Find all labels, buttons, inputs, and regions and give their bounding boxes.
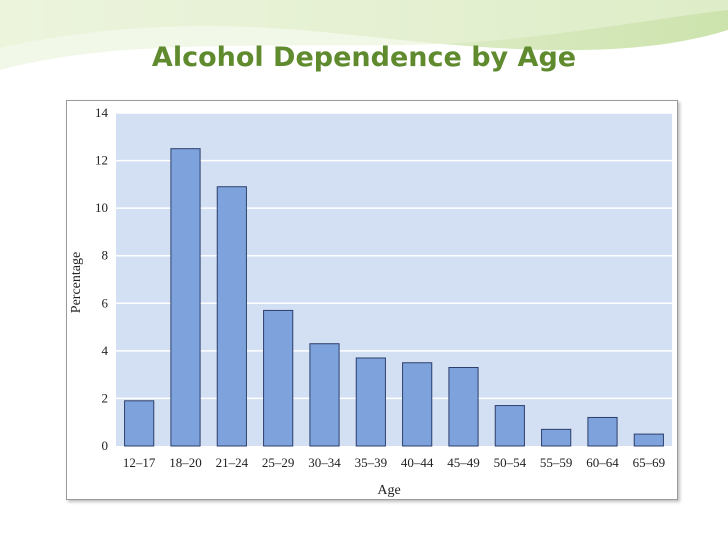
- bar-3: [263, 309, 294, 447]
- x-tick-label: 35–39: [355, 455, 388, 470]
- x-tick-label: 40–44: [401, 455, 434, 470]
- x-tick-label: 21–24: [216, 455, 249, 470]
- x-tick-label: 30–34: [308, 455, 341, 470]
- bar-5: [355, 357, 386, 447]
- bar-8: [494, 405, 525, 447]
- y-tick-label: 8: [102, 248, 109, 263]
- bar-0: [124, 400, 155, 447]
- y-tick-label: 10: [95, 200, 108, 215]
- x-axis-ticks: 12–17 18–20 21–24 25–29 30–34 35–39 40–44 45–49…: [123, 455, 665, 470]
- bar-2: [216, 186, 247, 447]
- x-axis-label: Age: [377, 483, 400, 498]
- y-axis-label: Percentage: [69, 252, 84, 313]
- y-axis-ticks: 0 2 4 6 8 10 12 14: [95, 105, 109, 453]
- x-tick-label: 60–64: [586, 455, 619, 470]
- plot-area: [116, 113, 672, 446]
- bar-chart: 0 2 4 6 8 10 12 14 12–17 18–20 21–24 25–29 30–34 35–…: [69, 105, 672, 498]
- y-tick-label: 2: [102, 390, 109, 405]
- chart-frame: 0 2 4 6 8 10 12 14 12–17 18–20 21–24 25–29 30–34 35–…: [66, 100, 678, 500]
- bar-6: [402, 362, 433, 447]
- y-tick-label: 0: [102, 438, 109, 453]
- bar-9: [541, 428, 572, 447]
- bar-10: [587, 416, 618, 447]
- y-tick-label: 12: [95, 153, 108, 168]
- bar-7: [448, 367, 479, 447]
- background-swoosh: [0, 0, 728, 70]
- bar-4: [309, 343, 340, 447]
- x-tick-label: 12–17: [123, 455, 156, 470]
- gridlines: [116, 112, 672, 400]
- y-tick-label: 4: [102, 343, 109, 358]
- x-tick-label: 50–54: [494, 455, 527, 470]
- slide-title: Alcohol Dependence by Age: [151, 42, 577, 73]
- x-tick-label: 25–29: [262, 455, 295, 470]
- x-tick-label: 55–59: [540, 455, 573, 470]
- x-tick-label: 65–69: [633, 455, 666, 470]
- y-tick-label: 14: [95, 105, 109, 120]
- x-tick-label: 18–20: [169, 455, 202, 470]
- bar-11: [633, 433, 664, 447]
- bar-1: [170, 148, 201, 447]
- y-tick-label: 6: [102, 295, 109, 310]
- x-tick-label: 45–49: [447, 455, 480, 470]
- bars: [124, 148, 664, 447]
